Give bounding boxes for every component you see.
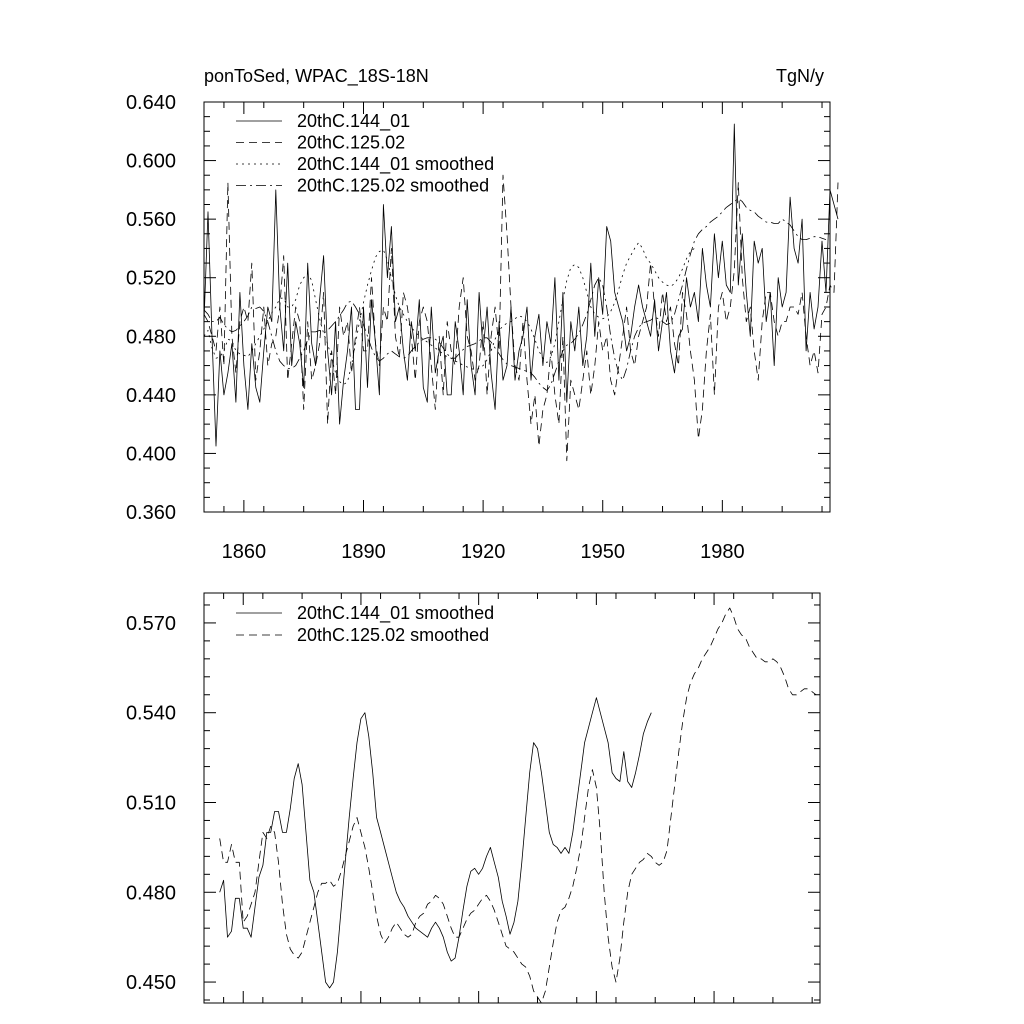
y-tick-label: 0.450 <box>126 972 176 994</box>
legend-label: 20thC.125.02 smoothed <box>297 625 489 645</box>
legend-label: 20thC.144_01 smoothed <box>297 154 494 175</box>
units-label: TgN/y <box>776 66 824 86</box>
series-line-20thc-144-01 <box>203 123 839 447</box>
series-line-20thc-144-01-smoothed <box>219 697 652 989</box>
y-tick-label: 0.510 <box>126 792 176 814</box>
y-tick-label: 0.480 <box>126 326 176 348</box>
x-tick-label: 1890 <box>341 541 386 563</box>
chart-bottom: 0.450 0.480 0.510 0.540 0.570 20thC.144_01 sm… <box>126 592 821 1004</box>
series-line-20thc-125-02-smoothed <box>219 607 817 1004</box>
legend-label: 20thC.125.02 <box>297 133 405 153</box>
y-tick-label: 0.600 <box>126 151 176 173</box>
x-tick-label: 1950 <box>580 541 625 563</box>
y-tick-label: 0.440 <box>126 385 176 407</box>
chart-top: ponToSed, WPAC_18S-18N TgN/y 0.360 0.400 0… <box>126 66 839 563</box>
y-tick-label: 0.640 <box>126 92 176 114</box>
y-tick-label: 0.570 <box>126 613 176 635</box>
legend-label: 20thC.125.02 smoothed <box>297 176 489 196</box>
x-tick-label: 1920 <box>461 541 506 563</box>
y-tick-label: 0.400 <box>126 443 176 465</box>
y-tick-label: 0.560 <box>126 209 176 231</box>
y-tick-label: 0.360 <box>126 502 176 524</box>
chart-title: ponToSed, WPAC_18S-18N <box>204 66 429 87</box>
plot-frame <box>203 592 821 1004</box>
series-line-20thc-125-02-smoothed <box>203 198 827 391</box>
y-tick-label: 0.520 <box>126 268 176 290</box>
legend-label: 20thC.144_01 <box>297 111 410 132</box>
x-tick-label: 1860 <box>222 541 267 563</box>
x-tick-label: 1980 <box>700 541 745 563</box>
legend-label: 20thC.144_01 smoothed <box>297 603 494 624</box>
y-tick-label: 0.480 <box>126 882 176 904</box>
y-tick-label: 0.540 <box>126 703 176 725</box>
series-line-20thc-125-02 <box>203 174 839 462</box>
